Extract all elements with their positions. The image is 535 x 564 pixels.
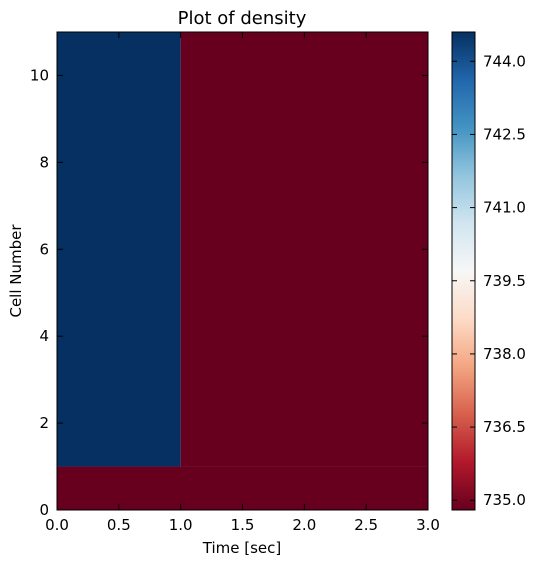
heatmap-cells	[57, 32, 428, 510]
chart-title: Plot of density	[178, 8, 307, 29]
y-tick-label: 10	[30, 66, 49, 84]
heatmap-cell	[57, 466, 428, 510]
x-tick-label: 1.5	[231, 516, 255, 534]
x-axis-label: Time [sec]	[202, 539, 281, 557]
colorbar-tick-label: 741.0	[483, 199, 526, 217]
colorbar-tick-label: 744.0	[483, 52, 526, 70]
y-tick-label: 2	[39, 414, 49, 432]
y-tick-label: 8	[39, 153, 49, 171]
x-tick-label: 2.0	[292, 516, 316, 534]
y-tick-label: 6	[39, 240, 49, 258]
heatmap-cell	[57, 32, 181, 467]
y-tick-label: 4	[39, 327, 49, 345]
y-tick-label: 0	[39, 501, 49, 519]
x-tick-label: 2.5	[354, 516, 378, 534]
x-tick-label: 0.0	[45, 516, 69, 534]
x-tick-label: 0.5	[107, 516, 131, 534]
x-tick-label: 1.0	[169, 516, 193, 534]
colorbar-tick-label: 735.0	[483, 491, 526, 509]
colorbar-tick-label: 739.5	[483, 272, 526, 290]
heatmap-cell	[180, 32, 428, 467]
colorbar	[451, 31, 476, 511]
y-axis-ticks: 0 2 4 6 8 10	[30, 66, 428, 519]
colorbar-ticks: 735.0 736.5 738.0 739.5 741.0 742.5 744.0	[452, 52, 526, 509]
y-axis-label: Cell Number	[7, 224, 25, 318]
x-tick-label: 3.0	[416, 516, 440, 534]
colorbar-tick-label: 738.0	[483, 345, 526, 363]
x-axis-ticks: 0.0 0.5 1.0 1.5 2.0 2.5 3.0	[45, 32, 440, 534]
colorbar-tick-label: 742.5	[483, 125, 526, 143]
colorbar-tick-label: 736.5	[483, 418, 526, 436]
